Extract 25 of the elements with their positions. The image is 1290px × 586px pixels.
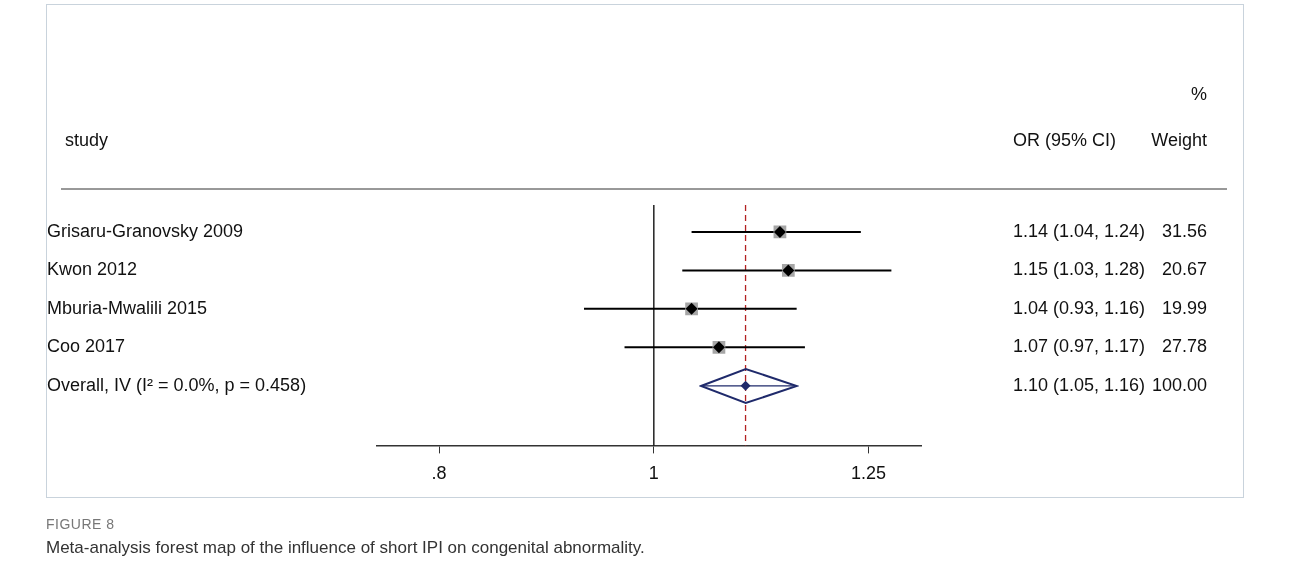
- x-tick-label: .8: [431, 463, 447, 484]
- data-label: 1.04 (0.93, 1.16): [1013, 297, 1146, 318]
- data-label: 1.15 (1.03, 1.28): [1013, 259, 1146, 280]
- y-tick-label: Grisaru-Granovsky 2009: [47, 220, 244, 241]
- text: 100.00: [1151, 374, 1207, 395]
- text: %: [1190, 83, 1207, 104]
- y-tick-label: Mburia-Mwalili 2015: [47, 297, 208, 318]
- text: Meta-analysis forest map of the influence of short IPI on congenital abnormality.: [46, 538, 646, 558]
- text: Weight: [1151, 129, 1207, 150]
- x-tick-label: 1: [648, 463, 659, 484]
- text: study: [65, 129, 109, 150]
- caption: FIGURE 8: [46, 516, 116, 532]
- point: [740, 380, 751, 391]
- y-tick-label: Kwon 2012: [47, 259, 138, 280]
- y-tick-label: Coo 2017: [47, 336, 126, 357]
- text: 27.78: [1161, 336, 1207, 357]
- data-label: 1.14 (1.04, 1.24): [1013, 220, 1146, 241]
- y-tick-label: Overall, IV (I² = 0.0%, p = 0.458): [47, 374, 307, 395]
- text: 1.10 (1.05, 1.16): [1013, 374, 1146, 395]
- text: 20.67: [1161, 259, 1207, 280]
- text: 19.99: [1161, 297, 1207, 318]
- text: 31.56: [1161, 220, 1207, 241]
- data-label: 1.07 (0.97, 1.17): [1013, 336, 1146, 357]
- text: OR (95% CI): [1013, 129, 1117, 150]
- x-tick-label: 1.25: [851, 463, 887, 484]
